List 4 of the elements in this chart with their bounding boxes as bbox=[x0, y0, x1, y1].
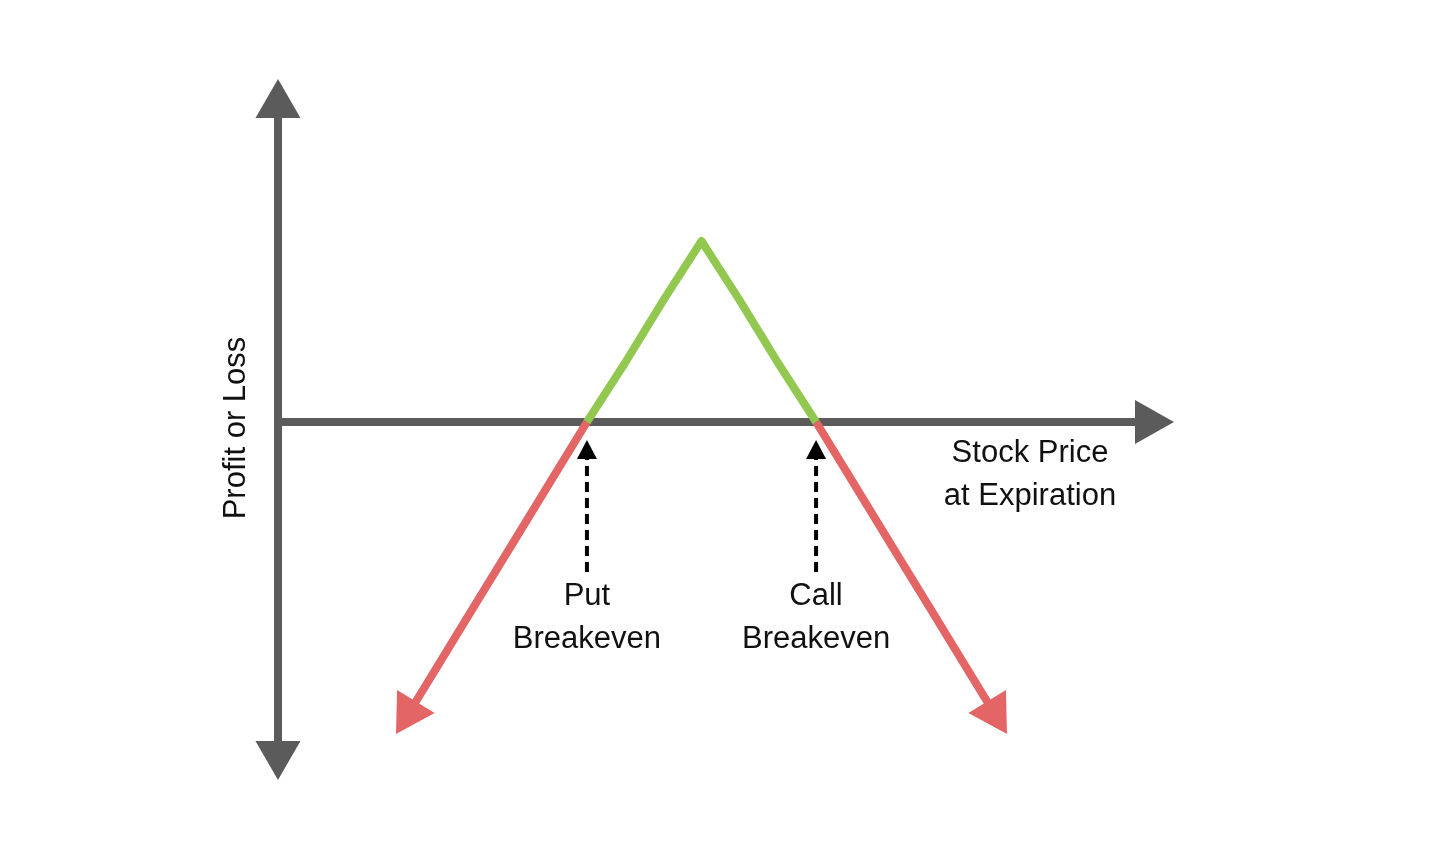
x-axis-title: Stock Price at Expiration bbox=[943, 434, 1117, 512]
annotation: Call Breakeven bbox=[741, 577, 891, 655]
annotation: Put Breakeven bbox=[512, 577, 662, 655]
y-axis-title: Profit or Loss bbox=[217, 336, 252, 520]
